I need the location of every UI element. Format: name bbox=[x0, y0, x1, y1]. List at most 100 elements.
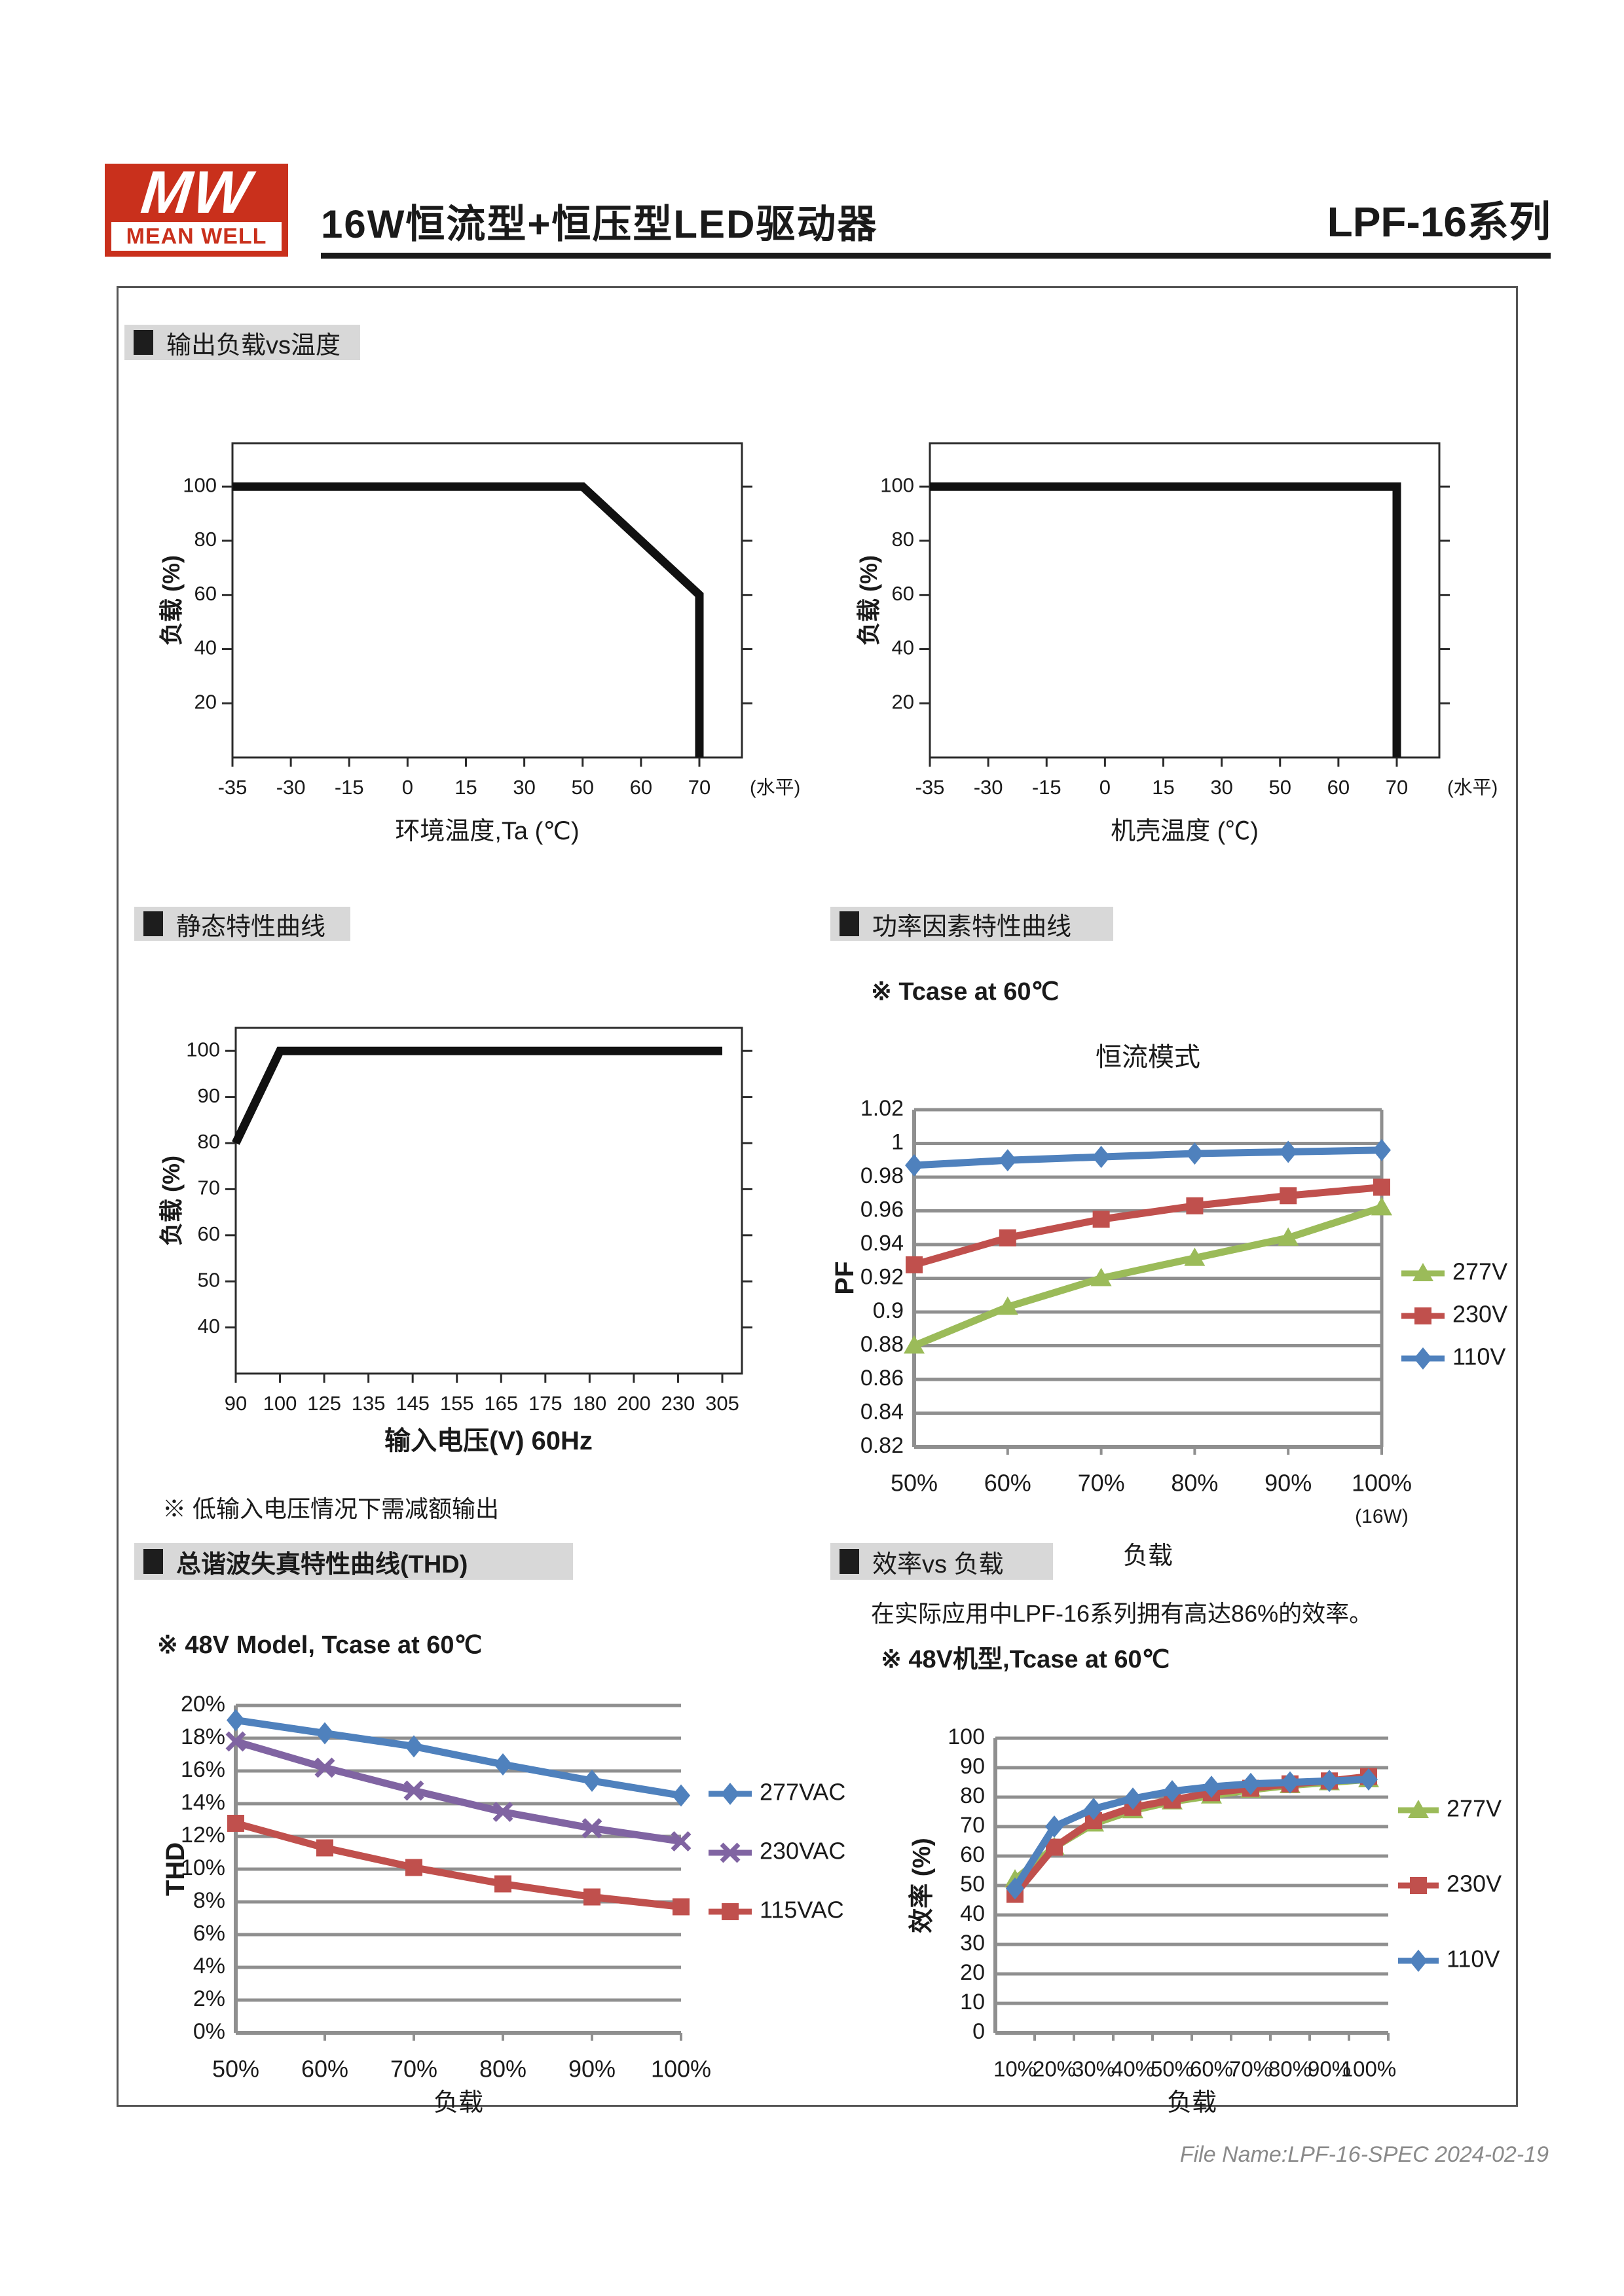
eff-note: ※ 48V机型,Tcase at 60℃ bbox=[881, 1646, 1170, 1673]
svg-text:6%: 6% bbox=[193, 1921, 225, 1946]
svg-text:180: 180 bbox=[572, 1392, 606, 1415]
svg-text:20%: 20% bbox=[1033, 2057, 1076, 2081]
svg-text:0.96: 0.96 bbox=[860, 1197, 904, 1222]
svg-text:14%: 14% bbox=[181, 1790, 225, 1815]
case-x-axis-title: 机壳温度 (℃) bbox=[1111, 818, 1259, 845]
svg-text:20%: 20% bbox=[181, 1692, 225, 1717]
thd-note: ※ 48V Model, Tcase at 60℃ bbox=[157, 1631, 483, 1659]
svg-text:90%: 90% bbox=[1308, 2057, 1351, 2081]
pf-x-axis-title: 负载 bbox=[1122, 1542, 1173, 1570]
svg-text:277V: 277V bbox=[1447, 1795, 1502, 1822]
section-heading-label: 输出负载vs温度 bbox=[166, 331, 341, 359]
svg-text:16%: 16% bbox=[181, 1757, 225, 1782]
svg-text:110V: 110V bbox=[1452, 1343, 1505, 1370]
svg-text:-35: -35 bbox=[218, 776, 248, 799]
svg-text:50%: 50% bbox=[891, 1470, 938, 1497]
section-heading-eff: 效率vs 负载 bbox=[830, 1543, 1053, 1580]
svg-text:0.92: 0.92 bbox=[860, 1264, 904, 1289]
efficiency-chart: 0 10 20 30 40 50 60 70 80 90 100 10% 20% 30% 40% 50% 60%… bbox=[910, 1709, 1513, 2128]
eff-y-axis-title: 效率 (%) bbox=[908, 1838, 936, 1933]
section-bullet-icon bbox=[840, 911, 859, 936]
ambient-x-axis-title: 环境温度,Ta (℃) bbox=[395, 818, 580, 845]
svg-text:30%: 30% bbox=[1072, 2057, 1115, 2081]
svg-text:110V: 110V bbox=[1447, 1946, 1500, 1973]
svg-text:80%: 80% bbox=[479, 2056, 526, 2083]
svg-text:(水平): (水平) bbox=[750, 777, 800, 799]
svg-text:100: 100 bbox=[880, 473, 914, 496]
svg-text:100%: 100% bbox=[1341, 2057, 1396, 2081]
meanwell-logo: MW MEAN WELL bbox=[105, 159, 288, 257]
svg-text:18%: 18% bbox=[181, 1724, 225, 1749]
static-characteristic-chart: 40 50 60 70 80 90 100 90 100 125 135 145 155 165 175 18… bbox=[154, 1000, 822, 1459]
svg-text:2%: 2% bbox=[193, 1986, 225, 2011]
svg-text:70%: 70% bbox=[1078, 1470, 1125, 1497]
svg-text:60: 60 bbox=[198, 1222, 220, 1245]
svg-text:-15: -15 bbox=[335, 776, 364, 799]
svg-text:60: 60 bbox=[1327, 776, 1350, 799]
svg-text:50: 50 bbox=[960, 1872, 985, 1897]
static-y-axis-title: 负载 (%) bbox=[158, 1156, 185, 1246]
svg-text:90%: 90% bbox=[1264, 1470, 1312, 1497]
svg-text:20: 20 bbox=[194, 690, 217, 713]
svg-text:70%: 70% bbox=[390, 2056, 437, 2083]
svg-text:90: 90 bbox=[225, 1392, 247, 1415]
svg-text:80: 80 bbox=[892, 528, 914, 551]
svg-text:15: 15 bbox=[454, 776, 477, 799]
svg-text:100: 100 bbox=[263, 1392, 297, 1415]
svg-text:50: 50 bbox=[572, 776, 594, 799]
svg-text:80: 80 bbox=[198, 1130, 220, 1153]
svg-text:60%: 60% bbox=[1190, 2057, 1233, 2081]
pf-characteristic-chart: 0.82 0.84 0.86 0.88 0.9 0.92 0.94 0.96 0.98 1 1.02… bbox=[838, 1067, 1513, 1552]
svg-text:70: 70 bbox=[1386, 776, 1408, 799]
title-underline bbox=[321, 253, 1551, 259]
svg-text:40: 40 bbox=[960, 1901, 985, 1926]
svg-text:90%: 90% bbox=[568, 2056, 616, 2083]
svg-text:60%: 60% bbox=[301, 2056, 348, 2083]
static-note: ※ 低输入电压情况下需减额输出 bbox=[162, 1495, 500, 1522]
svg-text:70%: 70% bbox=[1229, 2057, 1272, 2081]
svg-text:70: 70 bbox=[688, 776, 710, 799]
section-heading-pf: 功率因素特性曲线 bbox=[830, 907, 1113, 941]
section-heading-label: 效率vs 负载 bbox=[872, 1550, 1004, 1578]
svg-text:100%: 100% bbox=[1352, 1470, 1412, 1497]
svg-text:0.82: 0.82 bbox=[860, 1433, 904, 1458]
svg-text:1: 1 bbox=[891, 1129, 904, 1154]
svg-text:230V: 230V bbox=[1447, 1870, 1502, 1897]
svg-text:50: 50 bbox=[198, 1268, 220, 1291]
ambient-y-axis-title: 负载 (%) bbox=[158, 555, 185, 646]
svg-text:70: 70 bbox=[960, 1813, 985, 1838]
section-bullet-icon bbox=[134, 330, 153, 355]
svg-text:1.02: 1.02 bbox=[860, 1096, 904, 1121]
svg-text:0: 0 bbox=[972, 2019, 985, 2044]
ambient-derating-chart: 20 40 60 80 100 -35 -30 -15 0 15 30 50 60 70 (水平) bbox=[151, 419, 819, 851]
svg-text:230: 230 bbox=[661, 1392, 695, 1415]
svg-text:90: 90 bbox=[960, 1754, 985, 1779]
svg-text:30: 30 bbox=[1210, 776, 1232, 799]
svg-text:277V: 277V bbox=[1452, 1258, 1507, 1285]
svg-text:20: 20 bbox=[892, 690, 914, 713]
svg-text:50%: 50% bbox=[212, 2056, 259, 2083]
svg-text:10%: 10% bbox=[181, 1855, 225, 1880]
section-bullet-icon bbox=[143, 911, 163, 936]
svg-text:60: 60 bbox=[630, 776, 652, 799]
svg-text:-15: -15 bbox=[1032, 776, 1061, 799]
svg-text:0.88: 0.88 bbox=[860, 1332, 904, 1357]
logo-mw-monogram: MW bbox=[138, 159, 255, 226]
pf-note: ※ Tcase at 60℃ bbox=[871, 978, 1060, 1006]
eff-description: 在实际应用中LPF-16系列拥有高达86%的效率。 bbox=[871, 1600, 1373, 1627]
svg-text:50%: 50% bbox=[1151, 2057, 1194, 2081]
svg-text:10: 10 bbox=[960, 1990, 985, 2014]
section-heading-derating: 输出负载vs温度 bbox=[124, 325, 360, 360]
svg-text:40: 40 bbox=[892, 636, 914, 659]
svg-text:200: 200 bbox=[617, 1392, 651, 1415]
svg-text:(16W): (16W) bbox=[1355, 1506, 1409, 1527]
thd-x-axis-title: 负载 bbox=[433, 2089, 483, 2117]
svg-text:165: 165 bbox=[484, 1392, 518, 1415]
section-heading-static: 静态特性曲线 bbox=[134, 907, 350, 941]
svg-text:145: 145 bbox=[396, 1392, 430, 1415]
svg-text:30: 30 bbox=[960, 1931, 985, 1956]
svg-text:50: 50 bbox=[1269, 776, 1291, 799]
svg-text:0.98: 0.98 bbox=[860, 1163, 904, 1188]
svg-text:0: 0 bbox=[1099, 776, 1111, 799]
svg-text:70: 70 bbox=[198, 1176, 220, 1199]
